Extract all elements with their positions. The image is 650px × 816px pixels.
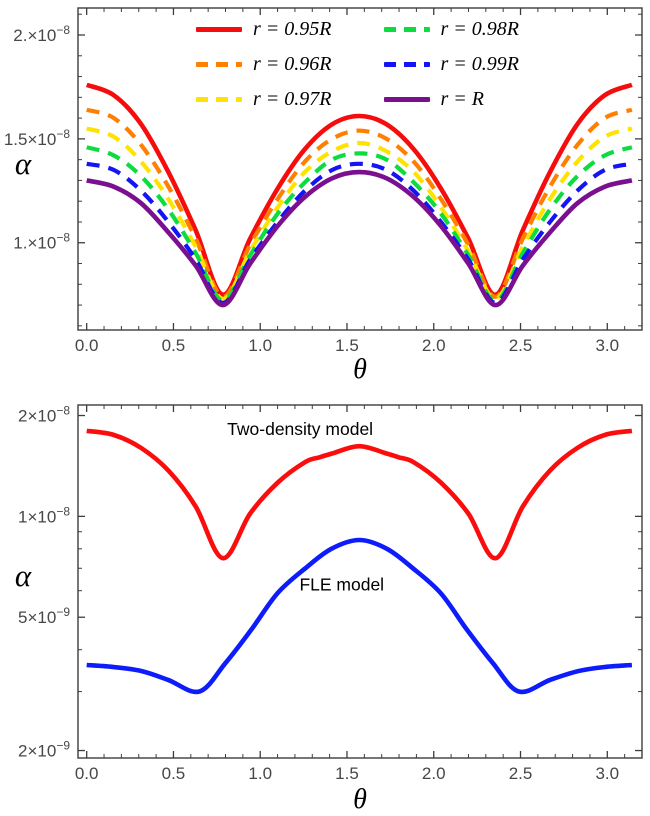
annotation-1: FLE model	[299, 575, 384, 595]
series-curve-0	[85, 82, 633, 297]
legend-label-r096: r = 0.96R	[253, 53, 332, 75]
x-tick-label: 2.5	[509, 336, 533, 355]
series-curve-1	[86, 107, 633, 299]
bottom-chart-canvas: 0.0 0.5 1.0 1.5 2.0 2.5 3.0 2×10−9 5×10−9 1×10−8 2…	[18, 404, 643, 783]
x-tick-label: 0.5	[162, 764, 186, 783]
legend-line-swatch-r096	[196, 62, 242, 67]
x-tick-label: 0.0	[75, 336, 99, 355]
legend-item-r097: r = 0.97R	[196, 88, 332, 111]
top-x-axis-label: θ	[353, 354, 367, 385]
legend-line-swatch-r095	[196, 27, 242, 32]
legend-item-rR: r = R	[383, 88, 520, 111]
y-tick-label: 5×10−9	[18, 605, 70, 627]
y-tick-label: 2×10−9	[18, 739, 70, 761]
legend-line-swatch-r097	[196, 97, 242, 102]
legend-label-rR: r = R	[440, 88, 485, 110]
x-tick-label: 1.0	[248, 764, 272, 783]
top-chart-canvas: 0.0 0.5 1.0 1.5 2.0 2.5 3.0 1.×10−8 1.5×10−8 2.×1…	[4, 7, 643, 355]
legend-line-swatch-r099	[383, 62, 430, 67]
series-curve-3	[86, 145, 633, 303]
bottom-x-axis-label: θ	[353, 784, 367, 815]
plot-frame	[77, 7, 643, 331]
legend-line-swatch-r098	[383, 27, 430, 32]
top-y-axis-label: α	[14, 146, 32, 181]
x-tick-label: 3.0	[595, 764, 619, 783]
x-tick-label: 2.0	[422, 336, 446, 355]
legend-line-swatch-rR	[383, 97, 430, 102]
x-tick-label: 1.0	[248, 336, 272, 355]
series-curve-5	[86, 169, 633, 308]
x-tick-label: 1.5	[335, 764, 359, 783]
x-tick-label: 2.5	[509, 764, 533, 783]
series-curve-2	[86, 126, 633, 301]
legend-label-r098: r = 0.98R	[440, 18, 520, 40]
y-tick-label: 2.×10−8	[13, 23, 70, 45]
legend-label-r097: r = 0.97R	[253, 88, 332, 110]
legend-item-r095: r = 0.95R	[196, 18, 332, 41]
legend-item-r099: r = 0.99R	[383, 53, 520, 76]
plot-frame	[77, 404, 643, 759]
legend-label-r095: r = 0.95R	[253, 18, 332, 40]
y-tick-label: 1×10−8	[18, 504, 70, 526]
annotation-0: Two-density model	[227, 419, 373, 439]
x-tick-label: 2.0	[422, 764, 446, 783]
legend-item-r098: r = 0.98R	[383, 18, 520, 41]
x-tick-label: 0.5	[162, 336, 186, 355]
y-tick-label: 1.5×10−8	[4, 127, 70, 149]
y-tick-label: 2×10−8	[18, 404, 70, 426]
y-tick-label: 1.×10−8	[13, 231, 70, 253]
legend-item-r096: r = 0.96R	[196, 53, 332, 76]
x-tick-label: 3.0	[595, 336, 619, 355]
series-curve-1	[86, 537, 633, 695]
x-tick-label: 0.0	[75, 764, 99, 783]
bottom-y-axis-label: α	[14, 558, 32, 593]
series-curve-4	[86, 161, 633, 306]
x-tick-label: 1.5	[335, 336, 359, 355]
series-curve-0	[86, 428, 633, 561]
legend-label-r099: r = 0.99R	[440, 53, 520, 75]
legend: r = 0.95R r = 0.96R r = 0.97R r = 0.98R …	[196, 12, 519, 117]
